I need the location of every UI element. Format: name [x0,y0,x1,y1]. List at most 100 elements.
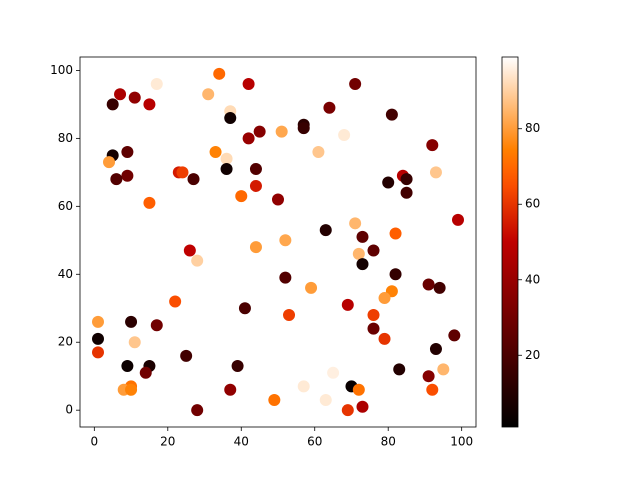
point [249,162,262,175]
point [183,244,196,257]
y-tick-label: 0 [65,403,73,417]
point [341,404,354,417]
point [275,125,288,138]
point [92,346,104,359]
y-tick-label: 100 [50,63,73,77]
point [452,213,464,226]
point [422,370,435,383]
x-tick-label: 100 [450,435,473,449]
point [349,78,362,91]
x-tick-label: 60 [307,435,322,449]
point [220,152,233,165]
point [367,322,380,335]
colorbar-tick-label: 80 [525,121,540,135]
point [356,400,369,413]
point [356,258,369,271]
point [319,393,332,406]
x-tick-label: 40 [234,435,249,449]
point [238,302,251,315]
colorbar [501,56,519,428]
point [125,315,138,328]
point [378,332,391,345]
y-tick-label: 20 [58,335,73,349]
point [297,122,310,135]
point [235,190,248,203]
point [393,363,406,376]
point [378,292,391,305]
point [191,254,204,267]
point [150,319,163,332]
point [272,193,284,206]
point [242,132,255,145]
colorbar-tick-label: 60 [525,197,540,211]
point [319,224,332,237]
point [367,244,380,257]
point [209,145,222,158]
x-tick-label: 20 [160,435,175,449]
point [389,227,402,240]
point [114,88,127,101]
point [220,162,233,175]
point [433,281,446,294]
point [352,383,365,396]
point [437,363,450,376]
point [422,278,435,291]
y-tick-label: 40 [58,267,73,281]
point [92,332,104,345]
point [202,88,215,101]
y-tick-label: 60 [58,199,73,213]
point [242,78,255,91]
point [187,173,200,186]
point [448,329,461,342]
point [121,360,134,373]
point [268,393,281,406]
point [349,217,362,230]
point [169,295,182,308]
point [121,169,134,182]
point [110,173,123,186]
point [389,268,402,281]
point [249,241,262,254]
point [180,349,193,362]
point [128,336,141,349]
point [400,173,413,186]
point [128,91,141,104]
point [224,383,237,396]
point [143,196,156,209]
point [323,101,336,114]
colorbar-tick-label: 20 [525,348,540,362]
point [106,98,119,111]
point [356,230,369,243]
y-tick-label: 80 [58,131,73,145]
x-tick-label: 80 [381,435,396,449]
point [327,366,340,379]
point [231,360,244,373]
point [426,383,439,396]
point [143,98,156,111]
point [400,186,413,199]
point [103,156,116,169]
point [176,166,189,179]
point [249,179,262,192]
point [429,343,442,356]
point [224,111,237,124]
point [312,145,325,158]
point [385,108,398,121]
point [139,366,152,379]
point [297,380,310,393]
point [253,125,266,138]
point [279,234,292,247]
point [367,309,380,322]
point [426,139,439,152]
point [191,404,204,417]
point [213,67,226,80]
point [92,315,104,328]
point [382,176,395,189]
point [305,281,318,294]
point [279,271,292,284]
colorbar-tick-label: 40 [525,272,540,286]
point [429,166,442,179]
point [283,309,296,322]
